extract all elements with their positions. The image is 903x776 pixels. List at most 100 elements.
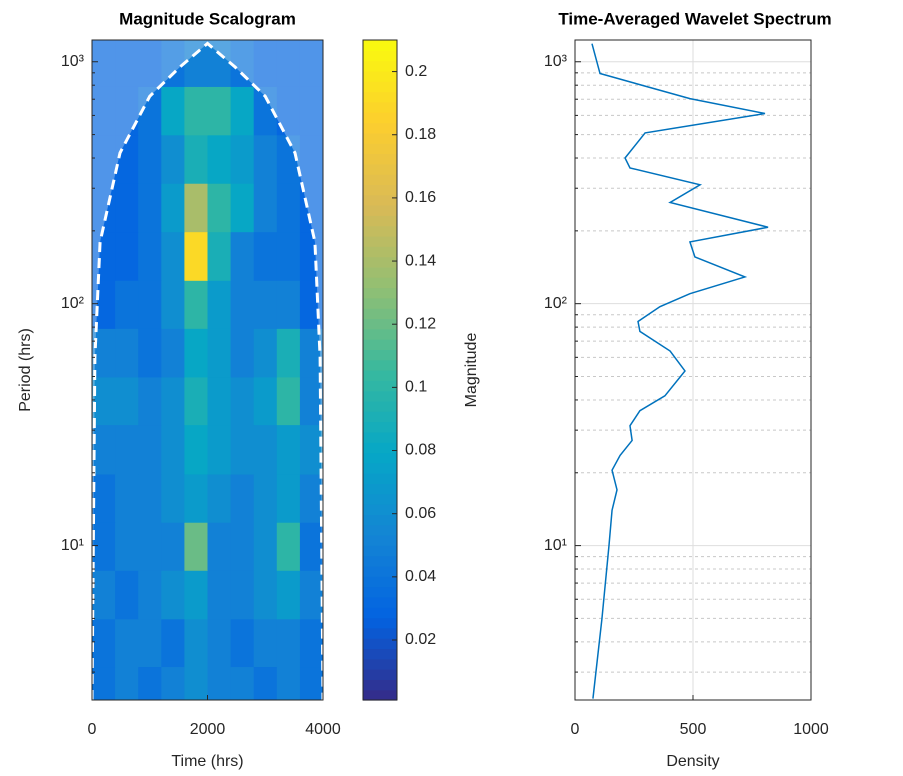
heatmap-cell [184, 276, 208, 329]
colorbar-swatch [363, 370, 397, 381]
colorbar-swatch [363, 596, 397, 608]
colorbar-swatch [363, 627, 397, 639]
heatmap-cell [253, 518, 278, 571]
y-tick-label: 10² [544, 295, 568, 312]
heatmap-cell [276, 276, 301, 329]
colorbar-tick-label: 0.2 [405, 63, 427, 80]
heatmap-cell [207, 567, 232, 620]
colorbar-swatch [363, 462, 397, 474]
heatmap-cell [230, 567, 255, 620]
heatmap-cell [184, 83, 208, 136]
heatmap-cell [276, 470, 301, 523]
heatmap-cell [115, 276, 139, 329]
heatmap-cell [230, 40, 255, 87]
heatmap-cell [253, 228, 278, 281]
heatmap-cell [253, 422, 278, 475]
heatmap-cell [253, 180, 278, 233]
y-tick-label: 10¹ [61, 537, 84, 554]
colorbar-swatch [363, 50, 397, 62]
colorbar-swatch [363, 483, 397, 495]
colorbar-swatch [363, 60, 397, 72]
heatmap-cell [184, 470, 208, 523]
heatmap-cell [299, 83, 323, 136]
heatmap-cell [299, 567, 323, 620]
colorbar-swatch [363, 70, 397, 82]
heatmap-cell [184, 664, 208, 700]
heatmap-cell [276, 83, 301, 136]
heatmap-cell [299, 470, 323, 523]
colorbar-box [362, 39, 398, 701]
heatmap-cell [253, 83, 278, 136]
heatmap-cell [230, 470, 255, 523]
heatmap-cell [276, 40, 301, 87]
heatmap-cell [299, 518, 323, 571]
heatmap-cell [207, 664, 232, 700]
heatmap-cell [184, 228, 208, 281]
colorbar-swatch [363, 339, 397, 350]
colorbar-swatch [363, 689, 397, 701]
heatmap-cell [184, 615, 208, 668]
heatmap-cell [92, 325, 116, 378]
heatmap-cell [115, 228, 139, 281]
heatmap-cell [161, 131, 185, 184]
colorbar-swatch [363, 545, 397, 557]
heatmap-cell [253, 664, 278, 700]
heatmap-cell [138, 40, 162, 87]
colorbar-swatch [363, 452, 397, 464]
heatmap-cell [138, 567, 162, 620]
colorbar-swatch [363, 277, 397, 289]
heatmap-cell [207, 422, 232, 475]
colorbar-swatch [363, 607, 397, 619]
heatmap-cell [138, 180, 162, 233]
colorbar-swatch [363, 205, 397, 216]
heatmap [92, 40, 323, 700]
heatmap-cell [276, 325, 301, 378]
heatmap-cell [299, 40, 323, 87]
x-tick-label: 1000 [793, 721, 829, 738]
colorbar-swatch [363, 308, 397, 320]
colorbar-swatch [363, 349, 397, 361]
y-tick-label: 10² [61, 295, 85, 312]
heatmap-cell [276, 180, 301, 233]
colorbar-swatch [363, 648, 397, 660]
axes-box [91, 39, 324, 701]
heatmap-cell [92, 615, 116, 668]
heatmap-cell [161, 325, 185, 378]
heatmap-cell [161, 180, 185, 233]
colorbar-tick-label: 0.02 [405, 631, 436, 648]
heatmap-cell [230, 228, 255, 281]
colorbar-swatch [363, 40, 397, 51]
axes-box [574, 39, 812, 701]
colorbar-swatch [363, 493, 397, 505]
heatmap-cell [253, 131, 278, 184]
colorbar-swatch [363, 658, 397, 670]
colorbar-swatch [363, 256, 397, 268]
heatmap-cell [161, 373, 185, 426]
cone-of-influence [92, 41, 323, 700]
heatmap-cell [138, 83, 162, 136]
heatmap-cell [161, 615, 185, 668]
heatmap-cell [115, 422, 139, 475]
coi-shade [92, 40, 323, 700]
heatmap-cell [184, 518, 208, 571]
colorbar-swatch [363, 421, 397, 433]
heatmap-cell [276, 228, 301, 281]
heatmap-cell [276, 567, 301, 620]
colorbar-swatch [363, 555, 397, 567]
colorbar-swatch [363, 380, 397, 392]
heatmap-cell [161, 567, 185, 620]
colorbar-swatch [363, 514, 397, 526]
heatmap-cell [253, 325, 278, 378]
heatmap-cell [253, 567, 278, 620]
heatmap-cell [230, 615, 255, 668]
heatmap-cell [207, 131, 232, 184]
heatmap-cell [138, 373, 162, 426]
colorbar-tick-label: 0.06 [405, 505, 436, 522]
colorbar-swatch [363, 524, 397, 536]
heatmap-cell [253, 40, 278, 87]
colorbar-swatch [363, 246, 397, 258]
colorbar-tick-label: 0.12 [405, 315, 436, 332]
heatmap-cell [184, 131, 208, 184]
heatmap-cell [207, 180, 232, 233]
colorbar-swatch [363, 442, 397, 454]
